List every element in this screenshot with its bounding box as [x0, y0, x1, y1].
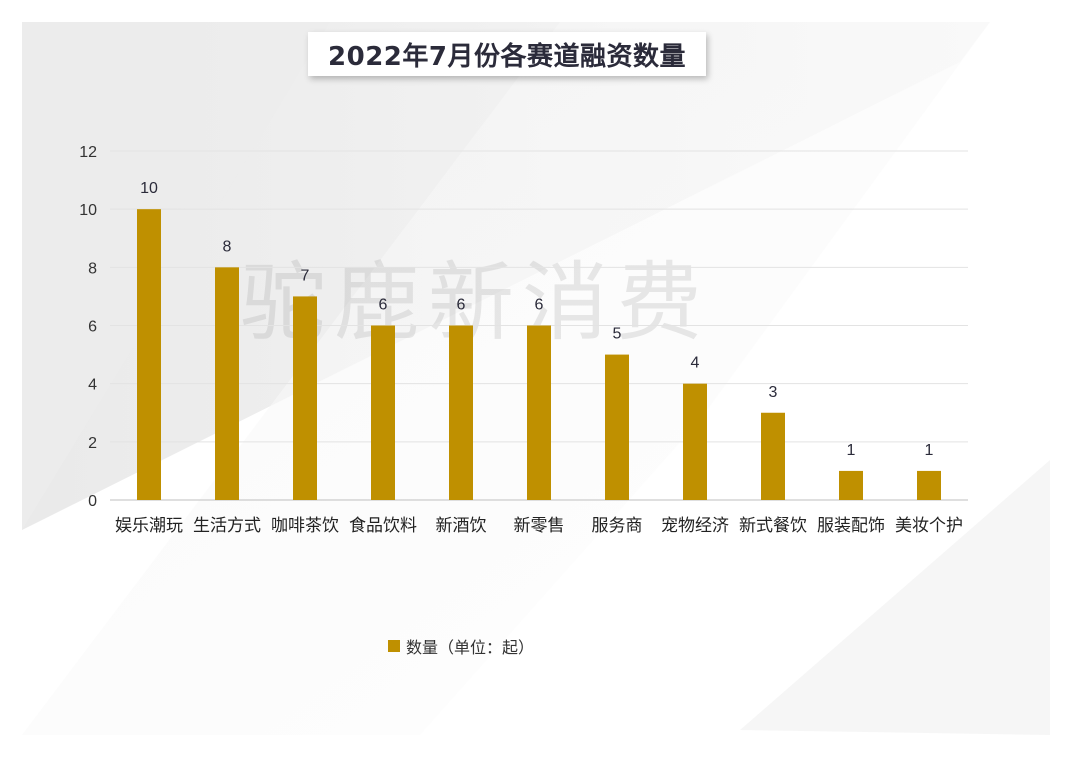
data-label: 3 [769, 384, 778, 401]
bar [917, 470, 941, 500]
chart-title: 2022年7月份各赛道融资数量 [328, 41, 686, 72]
legend-label: 数量（单位：起） [406, 638, 535, 657]
x-tick-label: 食品饮料 [349, 516, 417, 536]
y-tick-label: 10 [79, 202, 97, 219]
legend-swatch [388, 640, 400, 652]
data-label: 6 [379, 297, 388, 314]
data-labels: 10 8 7 6 6 6 5 4 3 1 1 [140, 180, 933, 459]
x-tick-label: 服务商 [592, 516, 643, 536]
bar [527, 325, 551, 500]
x-axis-ticks: 娱乐潮玩 生活方式 咖啡茶饮 食品饮料 新酒饮 新零售 服务商 宠物经济 新式餐饮 服装配饰 美妆个… [115, 516, 963, 536]
bars [137, 209, 941, 500]
data-label: 10 [140, 180, 158, 197]
bar [839, 470, 863, 500]
data-label: 5 [613, 326, 622, 343]
bar [605, 354, 629, 500]
x-tick-label: 娱乐潮玩 [115, 516, 183, 536]
bar [215, 267, 239, 500]
data-label: 8 [223, 238, 232, 255]
x-tick-label: 咖啡茶饮 [271, 516, 339, 536]
y-tick-label: 8 [88, 260, 97, 277]
bar [371, 325, 395, 500]
data-label: 4 [691, 355, 700, 372]
data-label: 1 [925, 442, 934, 459]
y-tick-label: 12 [79, 144, 97, 161]
y-tick-label: 6 [88, 319, 97, 336]
data-label: 1 [847, 442, 856, 459]
bar [683, 383, 707, 500]
chart-title-box: 2022年7月份各赛道融资数量 [308, 32, 706, 76]
bar [449, 325, 473, 500]
bar [761, 412, 785, 500]
y-tick-label: 4 [88, 377, 97, 394]
y-tick-label: 0 [88, 493, 97, 510]
data-label: 6 [535, 297, 544, 314]
bar [137, 209, 161, 500]
x-tick-label: 新酒饮 [436, 516, 487, 536]
x-tick-label: 生活方式 [193, 516, 261, 536]
x-tick-label: 新零售 [514, 516, 565, 536]
x-tick-label: 服装配饰 [817, 516, 885, 536]
y-tick-label: 2 [88, 435, 97, 452]
x-tick-label: 新式餐饮 [739, 516, 807, 536]
x-tick-label: 美妆个护 [895, 516, 963, 536]
bar [293, 296, 317, 500]
data-label: 6 [457, 297, 466, 314]
x-tick-label: 宠物经济 [661, 516, 729, 536]
y-axis-ticks: 0 2 4 6 8 10 12 [79, 144, 97, 510]
legend: 数量（单位：起） [388, 634, 534, 658]
data-label: 7 [301, 267, 310, 284]
